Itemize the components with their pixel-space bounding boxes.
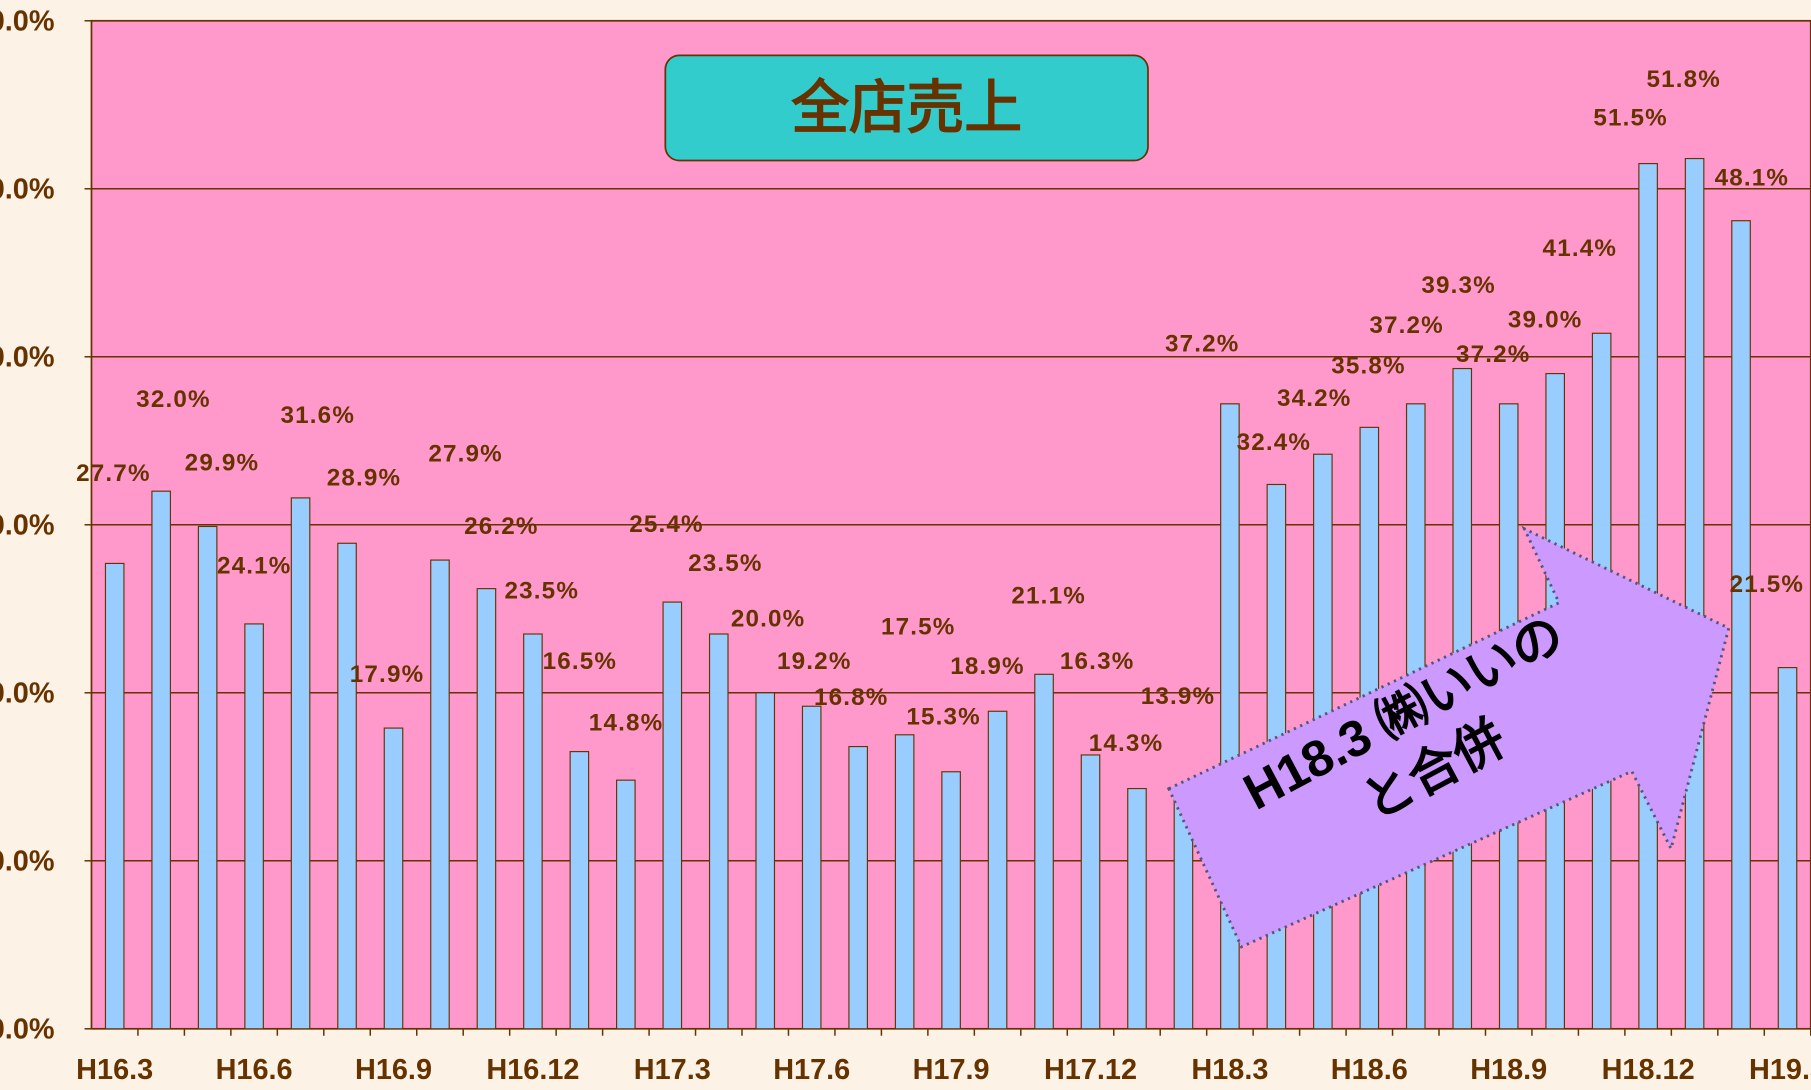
x-tick-label: H17.12: [1044, 1054, 1137, 1086]
bar: [801, 705, 822, 1030]
value-label: 32.0%: [136, 386, 210, 413]
value-label: 37.2%: [1369, 312, 1444, 339]
x-tick-label: H18.6: [1331, 1054, 1408, 1086]
value-label: 19.2%: [777, 648, 852, 675]
bar: [290, 497, 311, 1030]
value-label: 37.2%: [1165, 331, 1240, 358]
bar: [1127, 787, 1147, 1030]
x-tick-label: H16.12: [486, 1054, 579, 1086]
y-tick-label: 10.0%: [0, 846, 55, 878]
bar: [708, 633, 729, 1030]
bar: [1777, 667, 1798, 1030]
value-label: 26.2%: [464, 513, 539, 540]
x-tick-label: H18.9: [1470, 1054, 1547, 1086]
value-label: 18.9%: [950, 653, 1025, 680]
value-label: 31.6%: [281, 402, 356, 429]
bar: [1034, 673, 1054, 1030]
value-label: 20.0%: [731, 605, 806, 632]
value-label: 27.7%: [76, 460, 151, 487]
annotation-arrow: [1166, 525, 1731, 949]
grid: [84, 20, 1811, 1036]
bar: [1080, 754, 1101, 1030]
x-tick-label: H17.9: [913, 1054, 990, 1086]
value-label: 14.3%: [1089, 730, 1164, 757]
x-tick-label: H16.3: [76, 1054, 153, 1086]
bar: [523, 633, 543, 1030]
x-tick-label: H17.6: [773, 1054, 850, 1086]
value-label: 13.9%: [1141, 683, 1216, 710]
title-box: [664, 54, 1149, 162]
bar: [755, 692, 776, 1030]
value-label: 48.1%: [1715, 164, 1790, 191]
bar: [616, 779, 636, 1030]
y-tick-label: 0.0%: [0, 1014, 55, 1046]
value-label: 21.5%: [1730, 571, 1805, 598]
value-label: 32.4%: [1237, 429, 1312, 456]
y-tick-label: 60.0%: [0, 6, 55, 38]
value-label: 17.5%: [881, 614, 956, 641]
value-label: 24.1%: [217, 552, 291, 579]
value-label: 21.1%: [1011, 582, 1086, 609]
bar: [151, 490, 171, 1030]
y-tick-label: 50.0%: [0, 174, 55, 206]
value-label: 28.9%: [327, 465, 402, 492]
x-tick-label: H16.9: [355, 1054, 432, 1086]
bar: [197, 525, 218, 1030]
value-label: 16.3%: [1060, 648, 1135, 675]
y-tick-label: 40.0%: [0, 342, 55, 374]
bar: [104, 562, 125, 1030]
bar: [1731, 220, 1751, 1030]
value-label: 15.3%: [906, 704, 981, 731]
x-tick-label: H19.3: [1749, 1054, 1811, 1086]
y-tick-label: 30.0%: [0, 510, 55, 542]
value-label: 17.9%: [350, 661, 425, 688]
bar: [894, 734, 915, 1030]
bar: [244, 623, 264, 1030]
value-label: 51.5%: [1593, 104, 1668, 131]
bar: [662, 601, 683, 1030]
value-label: 23.5%: [688, 550, 763, 577]
bar: [941, 771, 961, 1030]
x-tick-label: H18.3: [1191, 1054, 1268, 1086]
value-label: 14.8%: [589, 709, 664, 736]
bar: [430, 559, 450, 1030]
value-label: 39.0%: [1508, 306, 1583, 333]
value-label: 35.8%: [1331, 353, 1406, 380]
value-label: 29.9%: [185, 450, 259, 477]
bar: [569, 751, 590, 1030]
value-label: 37.2%: [1456, 341, 1531, 368]
chart-title: 全店売上: [790, 76, 1022, 140]
x-tick-label: H18.12: [1602, 1054, 1695, 1086]
value-label: 25.4%: [629, 511, 704, 538]
value-label: 23.5%: [505, 578, 579, 605]
value-label: 39.3%: [1421, 272, 1496, 299]
bar: [383, 727, 404, 1030]
y-tick-label: 20.0%: [0, 678, 55, 710]
x-tick-label: H16.6: [216, 1054, 293, 1086]
bar: [987, 710, 1008, 1030]
labels: 0.0% 10.0% 20.0% 30.0% 40.0% 50.0% 60.0% H16.3 2…: [0, 6, 1811, 1086]
bar: [1684, 157, 1705, 1030]
value-label: 27.9%: [428, 440, 502, 467]
bar: [848, 745, 868, 1030]
bar: [476, 588, 497, 1030]
value-label: 51.8%: [1646, 66, 1721, 93]
x-tick-label: H17.3: [634, 1054, 711, 1086]
value-label: 34.2%: [1277, 385, 1352, 412]
value-label: 41.4%: [1543, 235, 1618, 262]
value-label: 16.5%: [543, 648, 618, 675]
value-label: 16.8%: [814, 684, 889, 711]
bar: [337, 542, 357, 1030]
